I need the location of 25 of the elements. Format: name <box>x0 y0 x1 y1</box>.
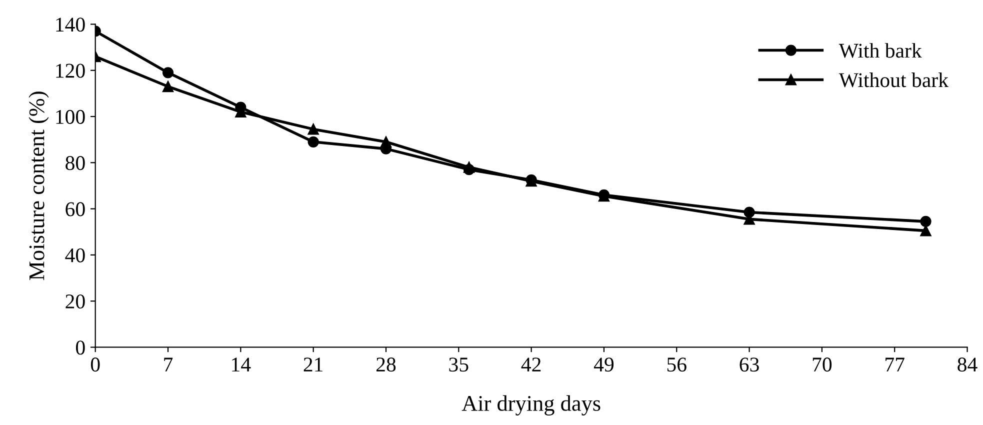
y-tick-label: 40 <box>65 248 85 262</box>
x-tick-label: 14 <box>232 358 251 372</box>
y-tick-label: 120 <box>56 64 85 78</box>
y-tick-label: 140 <box>56 18 85 32</box>
x-tick-label: 84 <box>958 358 978 372</box>
x-tick-label: 63 <box>740 358 759 372</box>
y-tick-label: 80 <box>66 156 85 170</box>
y-tick-label: 0 <box>76 340 85 355</box>
x-tick-label: 42 <box>521 358 541 372</box>
y-tick-label: 20 <box>66 294 85 309</box>
x-tick-label: 35 <box>449 358 468 372</box>
x-tick-label: 28 <box>376 358 396 372</box>
y-tick-label: 100 <box>56 110 85 124</box>
x-tick-label: 7 <box>164 358 173 372</box>
x-tick-label: 77 <box>886 358 904 372</box>
x-tick-label: 0 <box>90 358 100 372</box>
x-tick-label: 56 <box>667 358 686 372</box>
legend-label: Without bark <box>838 72 949 88</box>
legend-label: With bark <box>838 43 922 58</box>
y-axis-title: Moisture content (%) <box>28 92 49 280</box>
x-tick-label: 70 <box>812 358 832 372</box>
x-tick-label: 21 <box>304 358 322 372</box>
x-axis-title: Air drying days <box>462 395 600 416</box>
x-tick-label: 49 <box>594 358 614 372</box>
y-tick-label: 60 <box>66 202 85 216</box>
